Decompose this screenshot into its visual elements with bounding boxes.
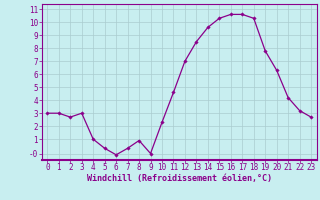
X-axis label: Windchill (Refroidissement éolien,°C): Windchill (Refroidissement éolien,°C) xyxy=(87,174,272,183)
